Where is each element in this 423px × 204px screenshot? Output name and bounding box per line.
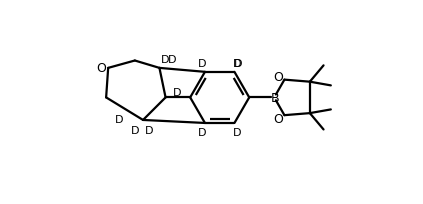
Text: O: O <box>274 71 283 84</box>
Text: D: D <box>233 127 241 137</box>
Text: D: D <box>198 59 207 69</box>
Text: D: D <box>131 126 139 135</box>
Text: D: D <box>115 115 124 124</box>
Text: D: D <box>198 127 207 137</box>
Text: D: D <box>145 126 154 135</box>
Text: D: D <box>233 59 241 69</box>
Text: D: D <box>161 55 170 64</box>
Text: O: O <box>96 62 106 75</box>
Text: D: D <box>173 88 181 98</box>
Text: D: D <box>168 55 177 64</box>
Text: B: B <box>270 91 279 104</box>
Text: O: O <box>274 112 283 125</box>
Text: D: D <box>233 59 242 69</box>
